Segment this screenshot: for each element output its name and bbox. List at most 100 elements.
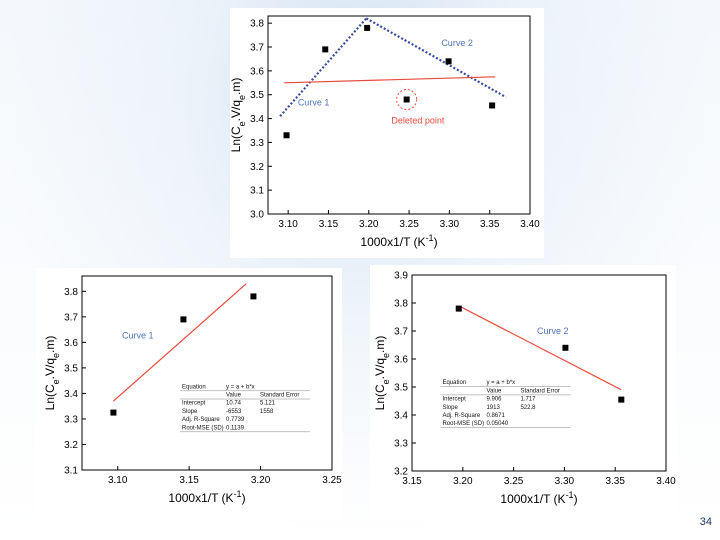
chart-right-stats-cell: Equation xyxy=(442,380,466,386)
chart-top-data-point xyxy=(489,102,496,109)
chart-top-plot-frame xyxy=(267,15,531,215)
chart-right-ytick-label: 3.4 xyxy=(394,411,408,422)
chart-panel-left: 3.10 3.15 3.20 3.25 3.1 3.2 3.3 3.4 3.5 3.6 3.7 3.8… xyxy=(36,268,342,520)
chart-top-ytick-label: 3.0 xyxy=(250,210,264,221)
chart-top-xtick-label: 3.35 xyxy=(480,219,500,230)
chart-top-xtick-label: 3.10 xyxy=(278,219,298,230)
chart-right-ytick-label: 3.2 xyxy=(394,467,408,478)
chart-left-xtick-label: 3.20 xyxy=(251,475,271,486)
chart-left-plot-frame xyxy=(81,275,333,471)
chart-right-stats-cell: y = a + b*x xyxy=(486,380,515,386)
chart-right-svg: 3.15 3.20 3.25 3.30 3.35 3.40 3.2 3.3 3.4 3.5 3.6 3… xyxy=(373,271,676,507)
chart-left-stats-cell: 0.7739 xyxy=(226,417,245,423)
chart-right-xaxis-label: 1000x1/T (K-1) xyxy=(500,490,577,506)
chart-left-svg: 3.10 3.15 3.20 3.25 3.1 3.2 3.3 3.4 3.5 3.6 3.7 3.8… xyxy=(43,275,342,505)
chart-right-stats-cell: 1913 xyxy=(486,405,500,411)
chart-left-stats-cell: 5.121 xyxy=(260,401,276,407)
chart-top-fit-line-3 xyxy=(284,76,496,84)
chart-top-annotation: Curve 2 xyxy=(441,38,473,48)
chart-left-stats-cell: Intercept xyxy=(182,401,206,407)
chart-right-stats-cell: Intercept xyxy=(442,397,466,403)
chart-top-xtick-label: 3.40 xyxy=(520,219,540,230)
chart-top-ytick-label: 3.7 xyxy=(250,43,264,54)
chart-right-fit-line-1 xyxy=(458,305,622,391)
chart-top-annotation: Deleted point xyxy=(391,115,445,125)
chart-top-ytick-label: 3.4 xyxy=(250,114,264,125)
chart-right-plot-frame xyxy=(411,274,667,472)
chart-top-data-point xyxy=(445,58,452,65)
chart-top-deleted-point-circle xyxy=(396,88,418,110)
chart-left-yaxis-label: Ln(Ce.V/qe.m) xyxy=(43,336,61,411)
chart-left-ytick-label: 3.8 xyxy=(64,287,78,298)
chart-left-stats-cell: 10.74 xyxy=(226,401,242,407)
chart-right-ytick-label: 3.5 xyxy=(394,383,408,394)
chart-left-xtick-label: 3.15 xyxy=(179,475,199,486)
chart-right-data-point xyxy=(562,344,569,351)
chart-right-stats-cell: 0.05040 xyxy=(486,421,508,427)
chart-right-ytick-label: 3.6 xyxy=(394,355,408,366)
chart-right-stats-cell: Standard Error xyxy=(520,388,559,394)
chart-right-xtick-label: 3.25 xyxy=(504,476,524,487)
chart-top-ytick-label: 3.2 xyxy=(250,162,264,173)
chart-top-xtick-label: 3.25 xyxy=(399,219,419,230)
chart-left-stats-cell: 1558 xyxy=(260,409,274,415)
chart-left-ytick-label: 3.7 xyxy=(64,312,78,323)
chart-right-stats-cell: Adj. R-Square xyxy=(442,413,480,419)
chart-left-ytick-label: 3.1 xyxy=(64,466,78,477)
chart-right-stats-cell: 1.717 xyxy=(520,397,536,403)
chart-panel-right: 3.15 3.20 3.25 3.30 3.35 3.40 3.2 3.3 3.4 3.5 3.6 3… xyxy=(370,265,676,520)
chart-right-ytick-label: 3.3 xyxy=(394,439,408,450)
chart-left-xaxis-label: 1000x1/T (K-1) xyxy=(168,489,245,505)
chart-right-stats-cell: 0.8671 xyxy=(486,413,505,419)
chart-top-data-point xyxy=(322,46,329,53)
chart-right-ytick-label: 3.7 xyxy=(394,327,408,338)
chart-top-xaxis-label: 1000x1/T (K-1) xyxy=(360,233,437,249)
chart-left-data-point xyxy=(250,293,257,300)
chart-left-stats-cell: -6553 xyxy=(226,409,242,415)
chart-right-stats-cell: Slope xyxy=(442,405,458,411)
chart-right-xtick-label: 3.15 xyxy=(402,476,422,487)
chart-left-fit-line-1 xyxy=(113,283,247,402)
chart-right-stats-cell: 522.8 xyxy=(520,405,536,411)
chart-top-data-point xyxy=(403,96,410,103)
chart-left-ytick-label: 3.6 xyxy=(64,338,78,349)
chart-left-data-point xyxy=(110,409,117,416)
chart-right-data-point xyxy=(455,305,462,312)
chart-top-ytick-label: 3.3 xyxy=(250,138,264,149)
chart-left-annotation: Curve 1 xyxy=(122,331,154,341)
chart-left-ytick-label: 3.4 xyxy=(64,389,78,400)
chart-right-stats-cell: Root-MSE (SD) xyxy=(442,421,484,427)
chart-right-ytick-label: 3.9 xyxy=(394,271,408,282)
chart-panel-top: 3.10 3.15 3.20 3.25 3.30 3.35 3.40 3.0 3.1 3.2 3.3… xyxy=(229,8,544,258)
chart-top-fit-line-2 xyxy=(365,17,507,99)
chart-top-ytick-label: 3.5 xyxy=(250,90,264,101)
chart-top-yaxis-label: Ln(Ce.V/qe.m) xyxy=(229,78,247,153)
chart-right-xtick-label: 3.20 xyxy=(453,476,473,487)
chart-right-annotation: Curve 2 xyxy=(537,326,569,336)
chart-left-stats-cell: Slope xyxy=(182,409,198,415)
chart-top-xtick-label: 3.15 xyxy=(319,219,339,230)
chart-right-xtick-label: 3.30 xyxy=(555,476,575,487)
chart-right-yaxis-label: Ln(Ce.V/qe.m) xyxy=(373,336,391,411)
chart-left-ytick-label: 3.3 xyxy=(64,414,78,425)
chart-left-data-point xyxy=(180,316,187,323)
chart-top-annotation: Curve 1 xyxy=(298,97,330,107)
chart-top-ytick-label: 3.1 xyxy=(250,186,264,197)
chart-right-stats-cell: 9.906 xyxy=(486,397,502,403)
chart-left-ytick-label: 3.5 xyxy=(64,363,78,374)
chart-left-stats-cell: Root-MSE (SD) xyxy=(182,425,224,431)
chart-right-stats-cell: Value xyxy=(486,388,502,394)
chart-left-stats-cell: Adj. R-Square xyxy=(182,417,220,423)
chart-top-svg: 3.10 3.15 3.20 3.25 3.30 3.35 3.40 3.0 3.1 3.2 3.3… xyxy=(229,15,540,249)
chart-top-fit-line-1 xyxy=(279,17,368,117)
chart-left-ytick-label: 3.2 xyxy=(64,440,78,451)
chart-left-stats-cell: Standard Error xyxy=(260,393,299,399)
chart-top-xtick-label: 3.30 xyxy=(440,219,460,230)
chart-left-stats-cell: y = a + b*x xyxy=(226,384,255,390)
chart-right-xtick-label: 3.40 xyxy=(656,476,676,487)
chart-left-stats-cell: 0.1139 xyxy=(226,425,245,431)
page-number: 34 xyxy=(699,516,712,528)
chart-left-stats-cell: Equation xyxy=(182,384,206,390)
chart-left-xtick-label: 3.10 xyxy=(108,475,128,486)
chart-right-data-point xyxy=(618,396,625,403)
